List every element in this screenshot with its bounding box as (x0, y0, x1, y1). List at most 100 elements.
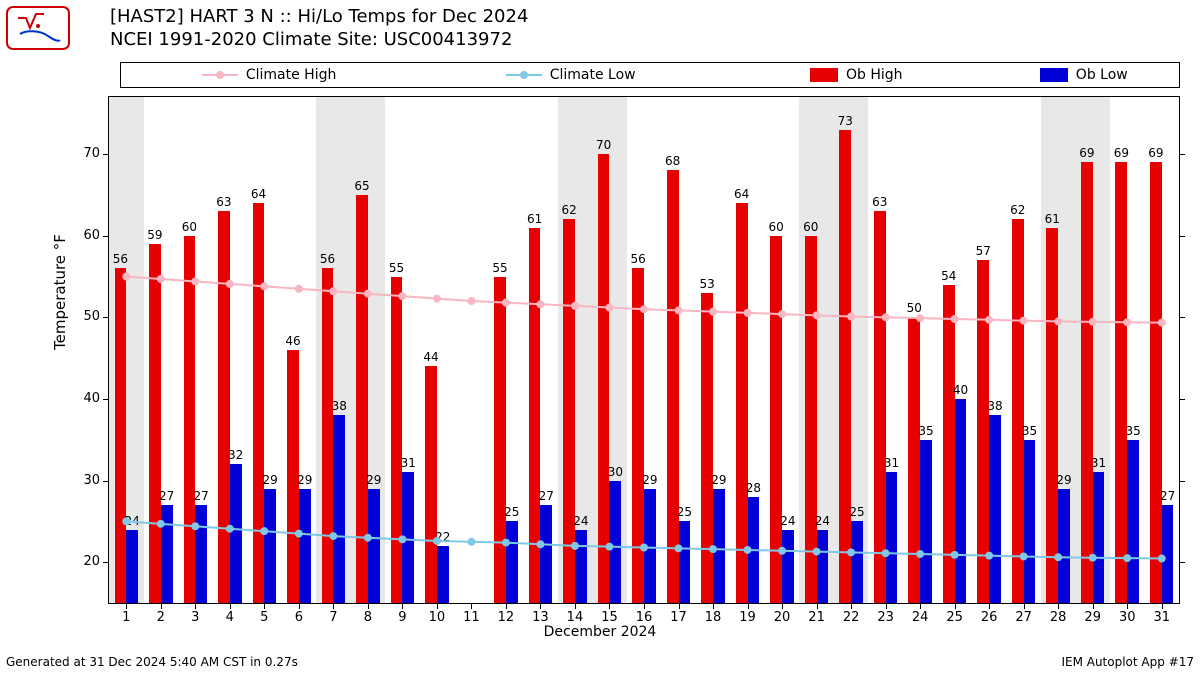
bar-label-high: 64 (734, 187, 749, 201)
bar-label-low: 30 (608, 465, 623, 479)
y-tick-label: 70 (68, 146, 100, 161)
bar-label-low: 40 (953, 383, 968, 397)
bar-ob-low (1093, 472, 1105, 603)
bar-ob-high (1081, 162, 1093, 603)
bar-label-low: 38 (987, 399, 1002, 413)
x-tick-label: 28 (1050, 610, 1067, 625)
bar-ob-low (437, 546, 449, 603)
y-tick-label: 50 (68, 309, 100, 324)
bar-label-low: 29 (711, 473, 726, 487)
bar-ob-high (184, 236, 196, 603)
bar-ob-high (598, 154, 610, 603)
x-tick-label: 4 (226, 610, 234, 625)
y-tick-mark (103, 481, 108, 482)
bar-label-low: 28 (746, 481, 761, 495)
bar-ob-low (817, 530, 829, 603)
bar-label-low: 27 (194, 489, 209, 503)
bar-label-low: 25 (677, 505, 692, 519)
x-tick-mark (575, 604, 576, 609)
bar-ob-low (1058, 489, 1070, 603)
bar-label-high: 56 (113, 252, 128, 266)
bar-ob-low (540, 505, 552, 603)
bar-label-low: 24 (124, 514, 139, 528)
bar-label-low: 25 (849, 505, 864, 519)
x-tick-label: 12 (498, 610, 515, 625)
bar-ob-low (1024, 440, 1036, 603)
bar-label-high: 63 (216, 195, 231, 209)
bar-ob-high (977, 260, 989, 603)
bar-ob-low (575, 530, 587, 603)
bar-label-high: 61 (1045, 212, 1060, 226)
x-tick-mark (161, 604, 162, 609)
bar-ob-high (736, 203, 748, 603)
bar-label-low: 24 (780, 514, 795, 528)
bar-ob-low (368, 489, 380, 603)
bar-label-high: 56 (630, 252, 645, 266)
bar-ob-low (644, 489, 656, 603)
x-tick-mark (195, 604, 196, 609)
x-tick-mark (679, 604, 680, 609)
bar-ob-high (494, 277, 506, 603)
x-tick-label: 9 (398, 610, 406, 625)
bar-label-low: 31 (1091, 456, 1106, 470)
bar-label-low: 29 (263, 473, 278, 487)
bar-ob-low (333, 415, 345, 603)
bar-label-low: 35 (918, 424, 933, 438)
x-tick-label: 23 (877, 610, 894, 625)
y-tick-label: 30 (68, 473, 100, 488)
bar-ob-high (563, 219, 575, 603)
x-tick-label: 11 (463, 610, 480, 625)
x-tick-label: 17 (670, 610, 687, 625)
bar-label-high: 56 (320, 252, 335, 266)
bar-label-high: 65 (354, 179, 369, 193)
x-tick-mark (1058, 604, 1059, 609)
x-tick-label: 14 (567, 610, 584, 625)
bar-ob-low (126, 530, 138, 603)
x-tick-mark (540, 604, 541, 609)
x-tick-mark (1162, 604, 1163, 609)
bar-ob-high (874, 211, 886, 603)
legend-climate-high: Climate High (121, 67, 417, 83)
x-tick-label: 22 (843, 610, 860, 625)
x-tick-mark (126, 604, 127, 609)
y-tick-mark (103, 154, 108, 155)
bar-ob-low (1127, 440, 1139, 603)
x-tick-label: 31 (1153, 610, 1170, 625)
y-tick-mark (1180, 154, 1185, 155)
y-tick-label: 20 (68, 554, 100, 569)
bar-label-high: 44 (423, 350, 438, 364)
y-tick-mark (103, 562, 108, 563)
x-tick-mark (644, 604, 645, 609)
x-tick-mark (989, 604, 990, 609)
x-tick-mark (920, 604, 921, 609)
x-tick-mark (264, 604, 265, 609)
bar-ob-low (886, 472, 898, 603)
x-tick-mark (713, 604, 714, 609)
bar-ob-low (161, 505, 173, 603)
bar-label-low: 29 (1056, 473, 1071, 487)
x-tick-label: 13 (532, 610, 549, 625)
y-tick-mark (1180, 562, 1185, 563)
bar-ob-high (1115, 162, 1127, 603)
x-tick-mark (782, 604, 783, 609)
y-axis-label: Temperature °F (51, 234, 69, 350)
bar-ob-low (989, 415, 1001, 603)
bar-label-low: 27 (539, 489, 554, 503)
bar-ob-high (667, 170, 679, 603)
bar-label-high: 64 (251, 187, 266, 201)
bar-ob-low (1162, 505, 1174, 603)
bar-ob-high (115, 268, 127, 603)
bar-label-low: 27 (159, 489, 174, 503)
x-tick-label: 3 (191, 610, 199, 625)
bar-ob-high (908, 317, 920, 603)
bar-label-high: 69 (1079, 146, 1094, 160)
bar-ob-low (920, 440, 932, 603)
x-tick-label: 26 (981, 610, 998, 625)
bar-ob-high (425, 366, 437, 603)
bar-ob-high (322, 268, 334, 603)
y-tick-mark (1180, 481, 1185, 482)
bar-label-high: 61 (527, 212, 542, 226)
x-tick-label: 21 (808, 610, 825, 625)
y-tick-mark (1180, 236, 1185, 237)
bar-label-low: 31 (401, 456, 416, 470)
